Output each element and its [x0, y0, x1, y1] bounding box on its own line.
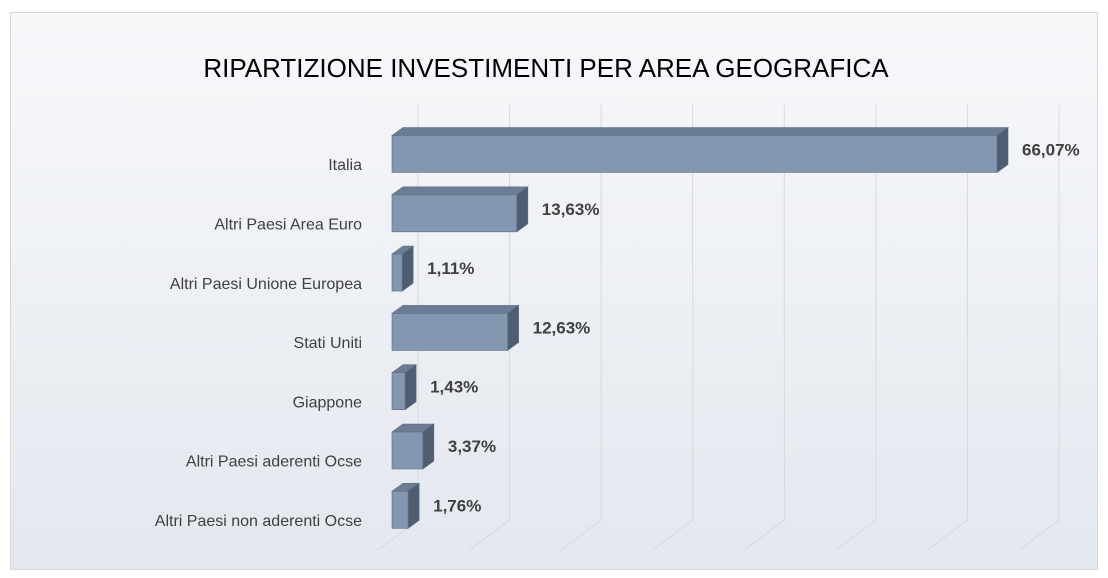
bar: [391, 245, 415, 292]
bar-side: [401, 245, 414, 292]
bar: [391, 186, 529, 233]
data-label: 13,63%: [542, 200, 600, 219]
bar: [391, 364, 418, 411]
data-label: 66,07%: [1022, 140, 1080, 159]
bar-side: [507, 304, 519, 351]
bar-front: [391, 431, 424, 470]
bar-front: [391, 372, 406, 411]
bar-top: [391, 127, 1009, 136]
y-tick-label: Altri Paesi Unione Europea: [170, 276, 362, 293]
chart-title: RIPARTIZIONE INVESTIMENTI PER AREA GEOGR…: [203, 53, 889, 83]
bar: [391, 126, 1009, 174]
bar-side: [407, 482, 420, 529]
y-tick-label: Altri Paesi Area Euro: [214, 217, 362, 234]
data-label: 1,11%: [427, 259, 474, 278]
data-label: 3,37%: [448, 437, 496, 456]
data-label: 1,76%: [433, 496, 481, 515]
bar: [391, 304, 520, 351]
grid-line: [835, 105, 877, 551]
data-label: 1,43%: [430, 378, 478, 397]
y-tick-label: Altri Paesi non aderenti Ocse: [155, 513, 362, 530]
y-tick-label: Altri Paesi aderenti Ocse: [186, 454, 362, 471]
bar-front: [391, 490, 409, 529]
grid-line: [469, 105, 511, 551]
bar-top: [391, 305, 520, 314]
bar-front: [391, 194, 518, 233]
bar: [391, 482, 421, 529]
grid-line: [652, 105, 694, 551]
y-tick-label: Stati Uniti: [294, 335, 362, 352]
grid-line: [560, 105, 602, 551]
y-tick-label: Italia: [328, 157, 362, 174]
bar-side: [996, 126, 1009, 174]
chart-area: [10, 12, 1098, 570]
y-tick-label: Giappone: [293, 394, 362, 411]
grid-line: [743, 105, 785, 551]
bar-side: [516, 186, 529, 233]
bar-front: [391, 313, 508, 351]
bar-side: [422, 423, 435, 470]
bar: [391, 423, 435, 470]
bar-side: [404, 364, 417, 411]
data-label: 12,63%: [533, 318, 591, 337]
grid-line: [1018, 105, 1060, 551]
grid-line: [927, 105, 968, 551]
bar-front: [391, 135, 998, 173]
bar-top: [391, 186, 529, 196]
bar-front: [391, 253, 403, 292]
